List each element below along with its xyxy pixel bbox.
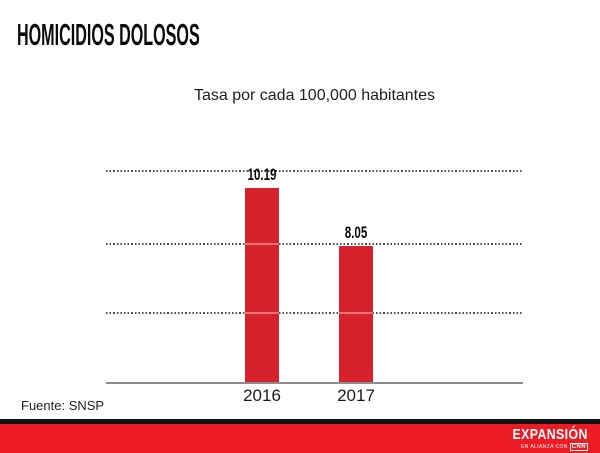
page-title: HOMICIDIOS DOLOSOS	[17, 17, 200, 52]
x-axis-label-2016: 2016	[243, 386, 281, 405]
bar-value-label: 8.05	[344, 223, 368, 242]
source-note: Fuente: SNSP	[21, 398, 105, 413]
brand-logo: EXPANSIÓN EN ALIANZA CON CNN	[496, 426, 588, 451]
alliance-text: EN ALIANZA CON	[521, 444, 568, 450]
gridline-bottom	[106, 312, 523, 314]
gridline-middle	[106, 243, 523, 245]
bar-value-label: 10.19	[247, 165, 277, 184]
chart-title: Tasa por cada 100,000 habitantes	[193, 87, 436, 104]
expansion-logo: EXPANSIÓN	[512, 426, 588, 443]
footer-divider	[0, 419, 600, 424]
alliance-line: EN ALIANZA CON CNN	[496, 443, 588, 451]
footer-bar: EXPANSIÓN EN ALIANZA CON CNN	[0, 424, 600, 453]
gridline-overlay	[245, 243, 279, 245]
gridline-overlay	[339, 312, 373, 314]
cnn-logo: CNN	[569, 443, 588, 451]
bar-2016	[245, 188, 279, 382]
gridline-overlay	[245, 312, 279, 314]
bar-2017	[339, 246, 373, 382]
gridline-top	[106, 170, 523, 172]
bar-chart: 10.19 2016 8.05 2017	[106, 148, 523, 405]
x-axis-label-2017: 2017	[337, 386, 375, 405]
